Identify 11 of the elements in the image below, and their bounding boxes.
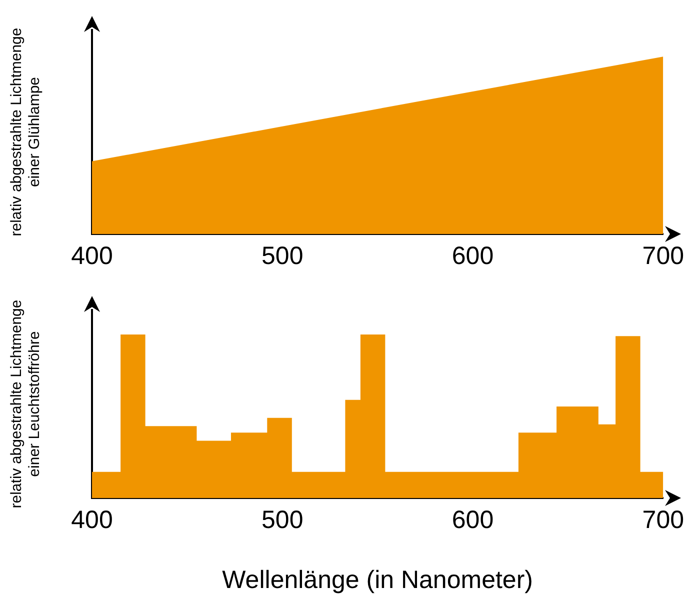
x-tick-label: 500 — [262, 242, 304, 270]
x-tick-label: 700 — [642, 506, 684, 534]
x-tick-label: 400 — [71, 506, 113, 534]
x-tick-label: 500 — [262, 506, 304, 534]
x-tick-label: 600 — [452, 506, 494, 534]
x-tick-label: 700 — [642, 242, 684, 270]
y-axis-title: relativ abgestrahlte Lichtmenge einer Leuchtstoffröhre — [8, 300, 44, 508]
x-tick-label: 600 — [452, 242, 494, 270]
x-tick-label: 400 — [71, 242, 113, 270]
x-axis-title: Wellenlänge (in Nanometer) — [222, 566, 533, 594]
y-axis-title: relativ abgestrahlte Lichtmenge einer Glühlampe — [8, 28, 44, 236]
